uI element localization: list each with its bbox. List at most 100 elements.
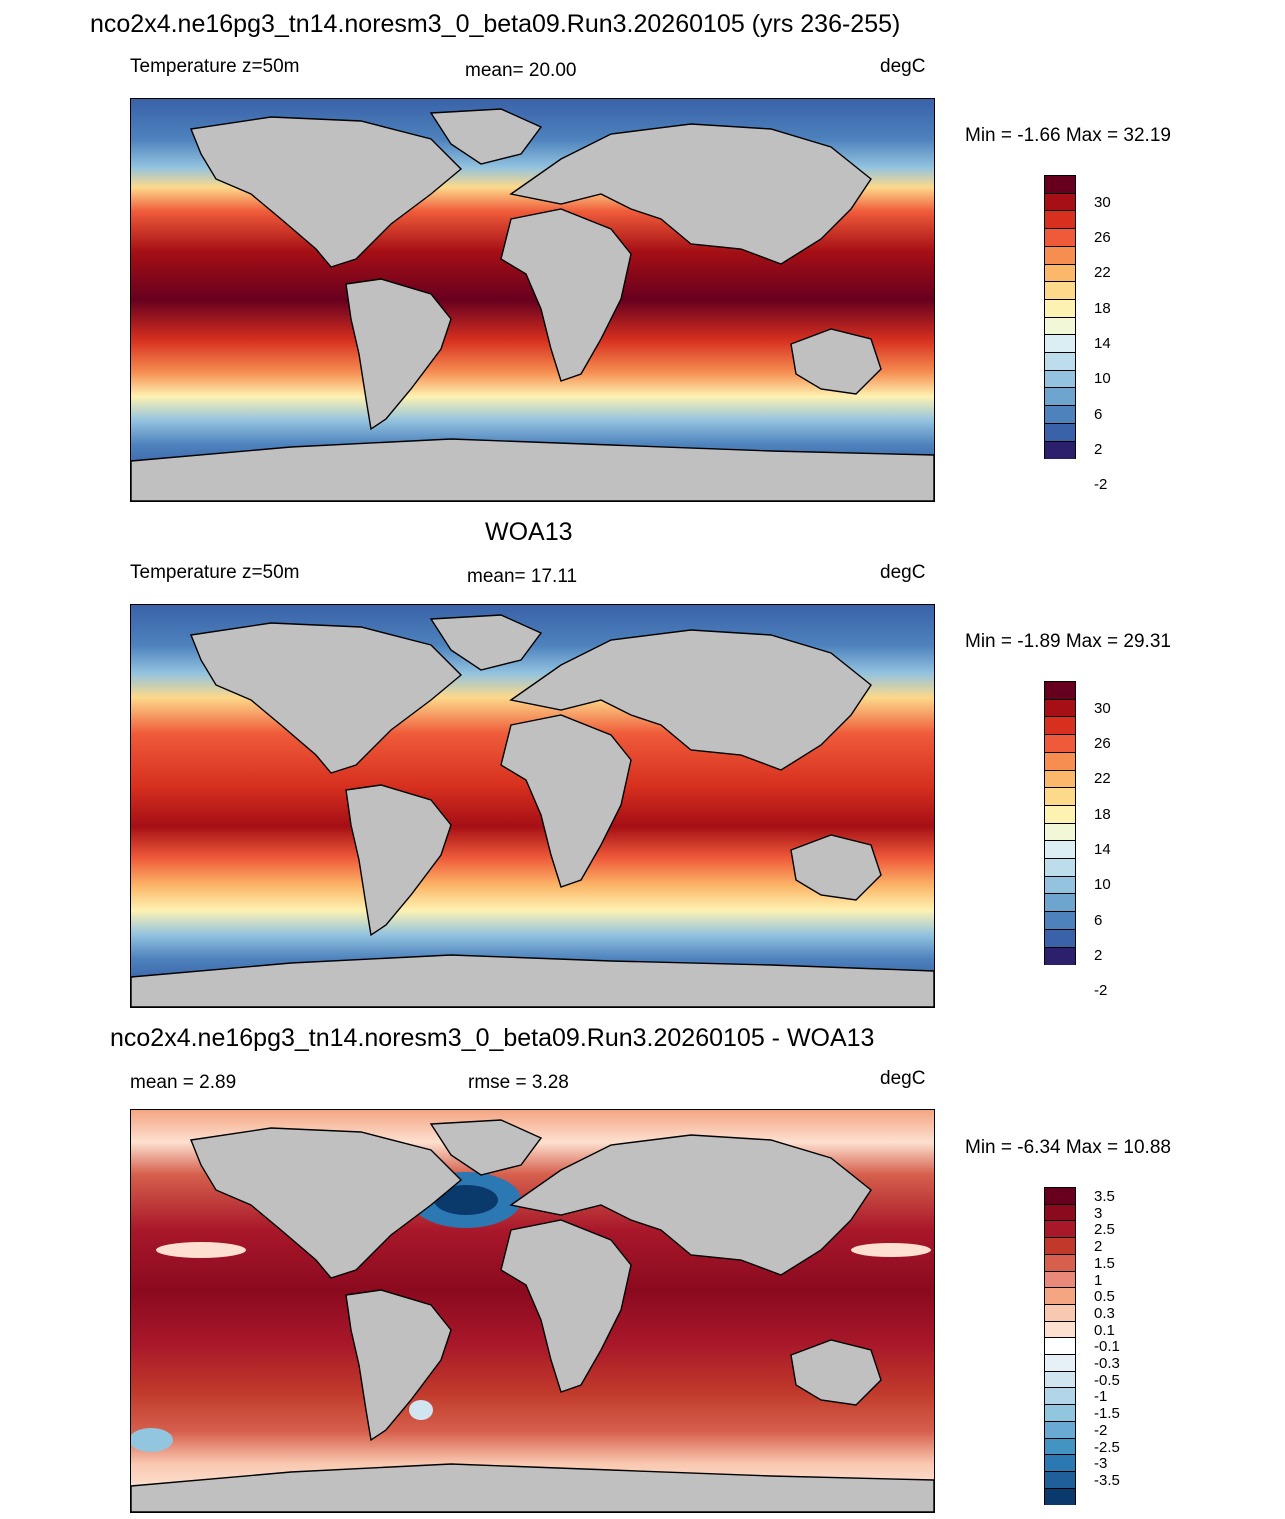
colorbar-label: 2.5 <box>1094 1221 1115 1239</box>
colorbar-swatch <box>1044 858 1076 877</box>
colorbar-label: 14 <box>1094 334 1111 352</box>
colorbar-swatch <box>1044 1420 1076 1439</box>
colorbar-swatch <box>1044 281 1076 300</box>
colorbar-swatch <box>1044 1320 1076 1339</box>
colorbar-label: 18 <box>1094 805 1111 823</box>
colorbar-swatch <box>1044 769 1076 789</box>
panel-2-map <box>130 604 935 1008</box>
panel-3-rmse-label: rmse = 3.28 <box>468 1072 569 1093</box>
panel-2-temperature-field <box>131 605 934 1007</box>
panel-3-min-max: Min = -6.34 Max = 10.88 <box>965 1137 1171 1158</box>
colorbar-label: 30 <box>1094 193 1111 211</box>
colorbar-swatch <box>1044 210 1076 230</box>
colorbar-label: 2 <box>1094 1238 1103 1256</box>
colorbar-label: 26 <box>1094 229 1111 246</box>
panel-2-variable-label: Temperature z=50m <box>130 562 300 583</box>
colorbar-label: -2 <box>1094 982 1108 1000</box>
colorbar-swatch <box>1044 263 1076 283</box>
colorbar-swatch <box>1044 1237 1076 1255</box>
colorbar-label: 1 <box>1094 1271 1103 1289</box>
colorbar-swatch <box>1044 369 1076 389</box>
colorbar-label: 6 <box>1094 911 1103 929</box>
colorbar-swatch <box>1044 1437 1076 1456</box>
colorbar-label: 3.5 <box>1094 1188 1115 1205</box>
colorbar-label: -1.5 <box>1094 1405 1120 1423</box>
colorbar-swatch <box>1044 1404 1076 1422</box>
panel-2-title: WOA13 <box>485 518 573 546</box>
colorbar-swatch <box>1044 422 1076 442</box>
colorbar-label: 22 <box>1094 770 1111 788</box>
colorbar-swatch <box>1044 911 1076 930</box>
colorbar-swatch <box>1044 1303 1076 1322</box>
colorbar-label: -3.5 <box>1094 1471 1120 1489</box>
colorbar-label: -2 <box>1094 476 1108 494</box>
colorbar-swatch <box>1044 1354 1076 1372</box>
colorbar-swatch <box>1044 1370 1076 1389</box>
colorbar-label: 2 <box>1094 440 1103 458</box>
colorbar-swatch <box>1044 1253 1076 1272</box>
colorbar-swatch <box>1044 875 1076 895</box>
colorbar-swatch <box>1044 440 1076 460</box>
colorbar-label: -0.3 <box>1094 1355 1120 1372</box>
colorbar-label: 0.5 <box>1094 1288 1115 1306</box>
colorbar-label: -1 <box>1094 1388 1108 1406</box>
colorbar-swatch <box>1044 405 1076 424</box>
colorbar-label: 0.3 <box>1094 1304 1115 1322</box>
colorbar-label: -2.5 <box>1094 1438 1120 1456</box>
colorbar-swatch <box>1044 316 1076 336</box>
colorbar-swatch <box>1044 1487 1076 1506</box>
colorbar-swatch <box>1044 1337 1076 1355</box>
colorbar-swatch <box>1044 175 1076 194</box>
colorbar-label: 22 <box>1094 264 1111 282</box>
colorbar-swatch <box>1044 804 1076 824</box>
colorbar-label: 2 <box>1094 946 1103 964</box>
colorbar-swatch <box>1044 1387 1076 1406</box>
colorbar-swatch <box>1044 822 1076 842</box>
panel-1-variable-label: Temperature z=50m <box>130 56 300 77</box>
colorbar-swatch <box>1044 681 1076 700</box>
colorbar-swatch <box>1044 298 1076 318</box>
colorbar-swatch <box>1044 1470 1076 1489</box>
colorbar-swatch <box>1044 840 1076 859</box>
colorbar-label: 10 <box>1094 876 1111 894</box>
colorbar-label: -0.5 <box>1094 1371 1120 1389</box>
colorbar-swatch <box>1044 1287 1076 1305</box>
colorbar-swatch <box>1044 245 1076 265</box>
colorbar-swatch <box>1044 698 1076 718</box>
panel-2-mean-label: mean= 17.11 <box>467 566 578 587</box>
panel-1-min-max: Min = -1.66 Max = 32.19 <box>965 125 1171 146</box>
colorbar-label: -2 <box>1094 1421 1108 1439</box>
panel-3-difference-field <box>131 1110 934 1512</box>
colorbar-label: 30 <box>1094 699 1111 717</box>
panel-3-title: nco2x4.ne16pg3_tn14.noresm3_0_beta09.Run… <box>110 1024 875 1052</box>
panel-2-min-max: Min = -1.89 Max = 29.31 <box>965 631 1171 652</box>
colorbar-label: 14 <box>1094 840 1111 858</box>
colorbar-swatch <box>1044 192 1076 212</box>
colorbar-label: 26 <box>1094 735 1111 752</box>
panel-3-units-label: degC <box>880 1068 926 1089</box>
panel-1-temperature-field <box>131 99 934 501</box>
panel-1-title: nco2x4.ne16pg3_tn14.noresm3_0_beta09.Run… <box>90 10 901 38</box>
panel-3-mean-label: mean = 2.89 <box>130 1072 237 1093</box>
colorbar-swatch <box>1044 716 1076 736</box>
panel-3-map <box>130 1109 935 1513</box>
colorbar-swatch <box>1044 334 1076 353</box>
colorbar-swatch <box>1044 928 1076 948</box>
colorbar-swatch <box>1044 1187 1076 1205</box>
colorbar-label: 18 <box>1094 299 1111 317</box>
colorbar-swatch <box>1044 228 1076 247</box>
colorbar-swatch <box>1044 352 1076 371</box>
colorbar-swatch <box>1044 787 1076 806</box>
colorbar-label: 1.5 <box>1094 1254 1115 1272</box>
colorbar-swatch <box>1044 946 1076 966</box>
panel-1-units-label: degC <box>880 56 926 77</box>
colorbar-label: 3 <box>1094 1204 1103 1222</box>
colorbar-label: 6 <box>1094 405 1103 423</box>
panel-1-map <box>130 98 935 502</box>
colorbar-swatch <box>1044 734 1076 753</box>
colorbar-swatch <box>1044 751 1076 771</box>
colorbar-swatch <box>1044 1220 1076 1239</box>
colorbar-swatch <box>1044 387 1076 407</box>
colorbar-label: 0.1 <box>1094 1321 1115 1339</box>
panel-1-mean-label: mean= 20.00 <box>465 60 577 81</box>
